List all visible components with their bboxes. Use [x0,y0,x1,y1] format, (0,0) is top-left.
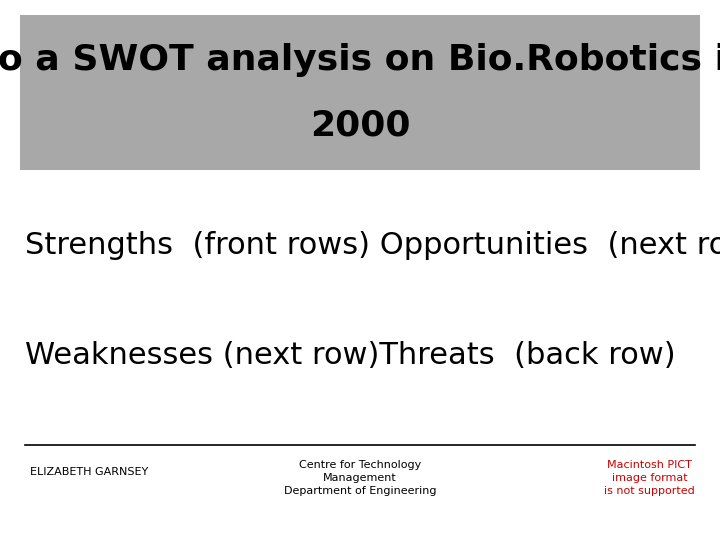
Text: Weaknesses (next row)Threats  (back row): Weaknesses (next row)Threats (back row) [25,341,675,369]
Text: ELIZABETH GARNSEY: ELIZABETH GARNSEY [30,467,148,477]
Text: Do a SWOT analysis on Bio.Robotics in: Do a SWOT analysis on Bio.Robotics in [0,43,720,77]
Text: Strengths  (front rows) Opportunities  (next row): Strengths (front rows) Opportunities (ne… [25,231,720,260]
Bar [20,15,700,170]
Text: 2000: 2000 [310,108,410,142]
Text: Macintosh PICT
image format
is not supported: Macintosh PICT image format is not suppo… [604,460,695,496]
Text: Centre for Technology
Management
Department of Engineering: Centre for Technology Management Departm… [284,460,436,496]
